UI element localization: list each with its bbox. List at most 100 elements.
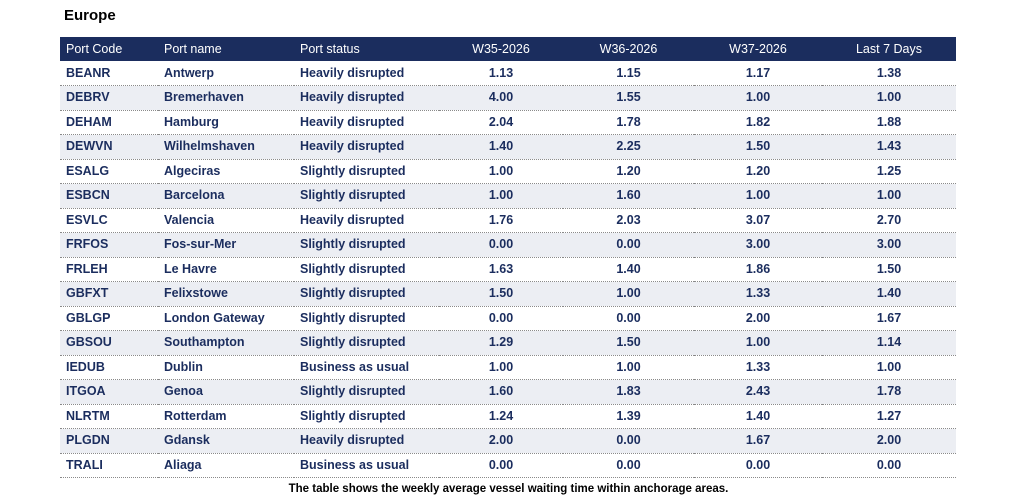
cell-port-status: Heavily disrupted [300, 139, 405, 154]
cell-port-code: FRFOS [66, 237, 109, 252]
cell-port-code: FRLEH [66, 261, 108, 276]
cell-w35-value: 0.00 [488, 457, 514, 472]
table-row: GBSOU Southampton Slightly disrupted 1.29 1.… [60, 330, 956, 355]
cell-port-status: Slightly disrupted [300, 163, 406, 178]
header-row: Port Code Port name Port status W35-2026… [60, 37, 956, 61]
cell-w37-value: 1.67 [745, 433, 771, 448]
cell-w37-value: 1.00 [745, 335, 771, 350]
cell-last-7-days-value: 3.00 [876, 237, 902, 252]
cell-port-name: Le Havre [164, 261, 217, 276]
cell-last-7-days-value: 1.67 [876, 310, 902, 325]
cell-w37-value: 3.00 [745, 237, 771, 252]
cell-last-7-days-value: 1.78 [876, 384, 902, 399]
cell-port-code: ESALG [66, 163, 110, 178]
cell-port-code: DEWVN [66, 139, 113, 154]
cell-port-name: Rotterdam [164, 408, 227, 423]
cell-last-7-days-value: 1.38 [876, 65, 902, 80]
table-row: ESVLC Valencia Heavily disrupted 1.76 2.03 3.… [60, 208, 956, 233]
cell-port-status: Slightly disrupted [300, 335, 406, 350]
table-row: NLRTM Rotterdam Slightly disrupted 1.24 1.39… [60, 404, 956, 429]
cell-w36-value: 1.00 [616, 286, 641, 301]
cell-port-status: Heavily disrupted [300, 90, 405, 105]
cell-port-status: Heavily disrupted [300, 114, 405, 129]
cell-w37-value: 1.50 [745, 139, 771, 154]
table-row: FRLEH Le Havre Slightly disrupted 1.63 1.40 1… [60, 257, 956, 282]
cell-last-7-days-value: 1.25 [876, 163, 902, 178]
table-row: ITGOA Genoa Slightly disrupted 1.60 1.83 2.43… [60, 379, 956, 404]
cell-port-name: London Gateway [164, 310, 265, 325]
table-caption: The table shows the weekly average vesse… [288, 483, 729, 495]
table-row: ESBCN Barcelona Slightly disrupted 1.00 1.60… [60, 183, 956, 208]
cell-last-7-days-value: 1.50 [876, 261, 902, 276]
cell-last-7-days-value: 1.40 [876, 286, 902, 301]
cell-w36-value: 0.00 [616, 457, 641, 472]
cell-port-code: GBLGP [66, 310, 111, 325]
cell-w35-value: 1.24 [488, 408, 514, 423]
cell-w37-value: 1.86 [745, 261, 771, 276]
cell-port-code: NLRTM [66, 408, 110, 423]
cell-port-code: ESVLC [66, 212, 108, 227]
cell-port-name: Hamburg [164, 114, 219, 129]
cell-w35-value: 1.60 [488, 384, 514, 399]
cell-w37-value: 1.33 [745, 359, 771, 374]
cell-port-name: Felixstowe [164, 286, 228, 301]
cell-w37-value: 1.00 [745, 90, 771, 105]
cell-w35-value: 2.00 [488, 433, 514, 448]
cell-w35-value: 1.00 [488, 359, 514, 374]
cell-port-name: Algeciras [164, 163, 221, 178]
cell-port-code: TRALI [66, 457, 103, 472]
cell-last-7-days-value: 1.27 [876, 408, 902, 423]
cell-w35-value: 0.00 [488, 310, 514, 325]
cell-w36-value: 1.40 [616, 261, 641, 276]
cell-port-status: Slightly disrupted [300, 237, 406, 252]
table-row: DEHAM Hamburg Heavily disrupted 2.04 1.78 1.8… [60, 110, 956, 135]
cell-port-name: Southampton [164, 335, 245, 350]
table-row: DEWVN Wilhelmshaven Heavily disrupted 1.40 2… [60, 134, 956, 159]
cell-w37-value: 0.00 [745, 457, 771, 472]
cell-port-code: BEANR [66, 65, 111, 80]
cell-port-name: Valencia [164, 212, 215, 227]
cell-port-name: Bremerhaven [164, 90, 244, 105]
cell-w35-value: 1.00 [488, 163, 514, 178]
cell-last-7-days-value: 0.00 [876, 457, 902, 472]
cell-last-7-days-value: 1.43 [876, 139, 902, 154]
cell-w35-value: 1.50 [488, 286, 514, 301]
cell-port-name: Antwerp [164, 65, 214, 80]
cell-port-status: Heavily disrupted [300, 433, 405, 448]
cell-w37-value: 1.00 [745, 188, 771, 203]
cell-w37-value: 1.82 [745, 114, 771, 129]
header-port-name: Port name [164, 42, 222, 56]
cell-port-status: Heavily disrupted [300, 65, 405, 80]
cell-port-name: Aliaga [164, 457, 202, 472]
cell-port-name: Gdansk [164, 433, 210, 448]
cell-port-status: Slightly disrupted [300, 384, 406, 399]
cell-port-name: Barcelona [164, 188, 225, 203]
table-row: DEBRV Bremerhaven Heavily disrupted 4.00 1.5… [60, 85, 956, 110]
table-header: Port Code Port name Port status W35-2026… [60, 37, 956, 61]
cell-port-name: Genoa [164, 384, 203, 399]
cell-w37-value: 3.07 [745, 212, 771, 227]
cell-w35-value: 0.00 [488, 237, 514, 252]
cell-w37-value: 1.33 [745, 286, 771, 301]
cell-last-7-days-value: 1.00 [876, 90, 902, 105]
table-row: BEANR Antwerp Heavily disrupted 1.13 1.15 1.1… [60, 61, 956, 86]
table-row: FRFOS Fos-sur-Mer Slightly disrupted 0.00 0.… [60, 232, 956, 257]
table-row: ESALG Algeciras Slightly disrupted 1.00 1.20… [60, 159, 956, 184]
cell-w36-value: 1.15 [616, 65, 641, 80]
cell-w36-value: 0.00 [616, 310, 641, 325]
cell-w36-value: 1.50 [616, 335, 641, 350]
cell-w36-value: 1.00 [616, 359, 641, 374]
cell-port-status: Business as usual [300, 359, 410, 374]
cell-w35-value: 4.00 [488, 90, 514, 105]
cell-w37-value: 2.00 [745, 310, 771, 325]
cell-w37-value: 1.17 [745, 65, 771, 80]
cell-last-7-days-value: 2.00 [876, 433, 902, 448]
cell-w36-value: 1.78 [616, 114, 641, 129]
cell-w36-value: 1.55 [616, 90, 641, 105]
cell-w37-value: 1.20 [745, 163, 771, 178]
cell-port-name: Dublin [164, 359, 203, 374]
cell-w35-value: 1.29 [488, 335, 514, 350]
cell-last-7-days-value: 1.88 [876, 114, 902, 129]
cell-port-code: DEBRV [66, 90, 110, 105]
cell-w35-value: 1.13 [488, 65, 514, 80]
